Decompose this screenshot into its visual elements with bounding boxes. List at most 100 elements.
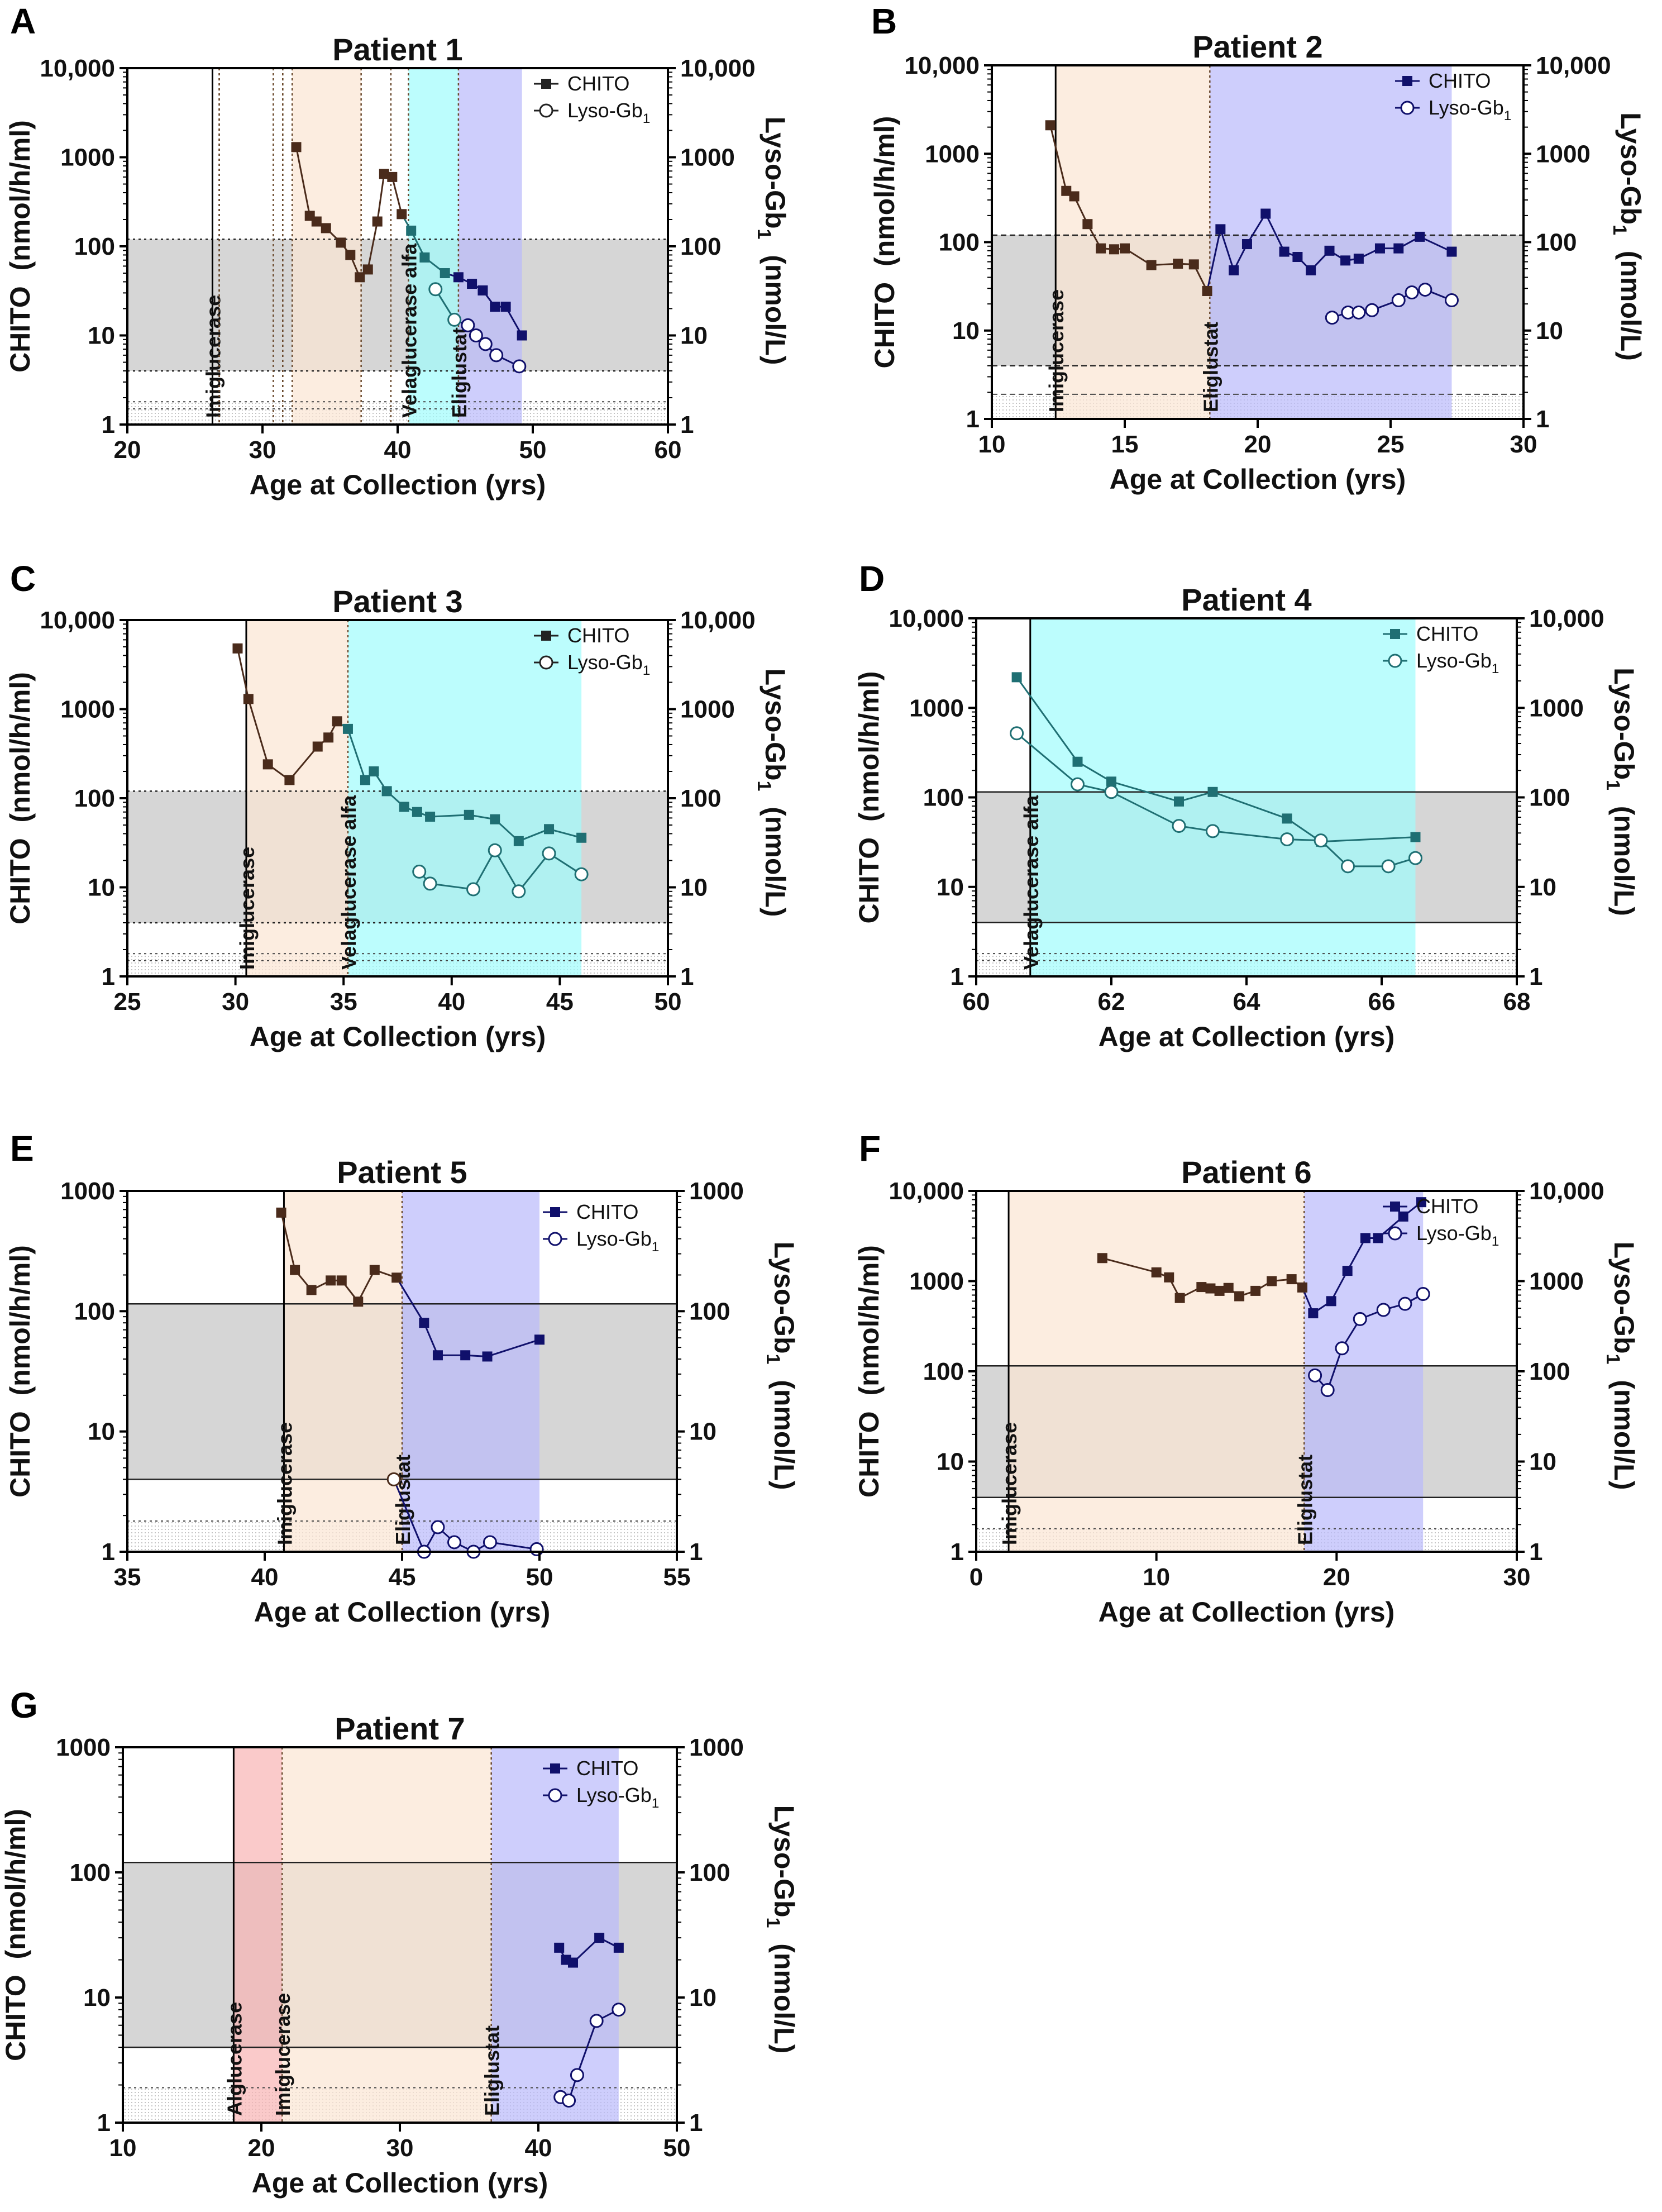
chito-point bbox=[517, 330, 527, 341]
treatment-period-0 bbox=[1056, 65, 1210, 419]
legend-lyso-marker bbox=[1388, 1226, 1402, 1241]
y-axis-label-space bbox=[853, 1395, 885, 1411]
y-tick-label: 10,000 bbox=[889, 1177, 964, 1205]
y2-tick-label: 10,000 bbox=[1536, 52, 1611, 79]
y2-tick-label: 10 bbox=[689, 1418, 717, 1446]
series-segment bbox=[472, 850, 496, 890]
lyso-gb1-point bbox=[488, 843, 502, 857]
y-tick-label: 10 bbox=[88, 322, 115, 350]
series-segment bbox=[429, 883, 474, 890]
y-tick-label: 10,000 bbox=[889, 605, 964, 632]
panel-letter: D bbox=[859, 559, 885, 599]
legend-chito-marker bbox=[1402, 76, 1412, 86]
series-segment bbox=[490, 1541, 537, 1550]
chito-point bbox=[1215, 224, 1226, 235]
lyso-gb1-point bbox=[1408, 851, 1422, 865]
chito-point bbox=[534, 1334, 545, 1345]
treatment-label-0: Velaglucerase alfa bbox=[1020, 795, 1043, 970]
chito-point bbox=[1241, 239, 1252, 250]
treatment-label-3: Velaglucerase alfa bbox=[398, 243, 421, 418]
legend-lyso-label: Lyso-Gb1 bbox=[1429, 96, 1511, 123]
legend-chito-marker bbox=[541, 79, 551, 89]
y-axis-label: CHITO (nmol/h/ml) bbox=[4, 120, 36, 373]
lyso-gb1-point bbox=[1444, 293, 1459, 308]
y2-tick-label: 1 bbox=[1529, 1538, 1542, 1566]
chito-point bbox=[1069, 191, 1080, 202]
chito-point bbox=[554, 1942, 565, 1953]
y2-tick-label: 10,000 bbox=[1529, 605, 1604, 632]
chito-point bbox=[1174, 1293, 1185, 1303]
series-segment bbox=[1212, 830, 1287, 841]
series-segment bbox=[1016, 676, 1078, 762]
chito-point bbox=[419, 252, 430, 263]
y2-tick-label: 1000 bbox=[689, 1177, 744, 1205]
y-axis-label-unit: (nmol/h/ml) bbox=[4, 120, 36, 270]
series-chito bbox=[232, 643, 587, 846]
panel-e: ImigluceraseEliglustat111010100100100010… bbox=[4, 1128, 800, 1628]
series-segment bbox=[376, 174, 385, 222]
chito-point bbox=[1072, 756, 1083, 767]
series-segment bbox=[395, 1277, 425, 1323]
x-tick-label: 45 bbox=[389, 1563, 416, 1591]
lyso-gb1-point bbox=[1353, 1312, 1367, 1326]
chito-point bbox=[1297, 1282, 1308, 1293]
x-axis-label: Age at Collection (yrs) bbox=[250, 469, 546, 500]
treatment-period-0 bbox=[284, 1191, 402, 1552]
y2-axis-label-main: Lyso-Gb bbox=[760, 669, 791, 781]
chito-point bbox=[1106, 776, 1116, 787]
x-tick-label: 35 bbox=[330, 988, 357, 1016]
y-tick-label: 10 bbox=[83, 1984, 111, 2011]
series-segment bbox=[247, 698, 269, 765]
y-tick-label: 100 bbox=[74, 233, 115, 260]
chito-point bbox=[1398, 1211, 1408, 1222]
chito-point bbox=[312, 741, 323, 752]
y2-tick-label: 1000 bbox=[1529, 694, 1584, 722]
legend-lyso-label-main: Lyso-Gb bbox=[1416, 1222, 1492, 1245]
lyso-gb1-point bbox=[1405, 285, 1419, 299]
chito-point bbox=[1415, 231, 1425, 242]
treatment-label-1: Eliglustat bbox=[1293, 1455, 1316, 1545]
chito-point bbox=[467, 279, 477, 289]
chito-point bbox=[362, 264, 373, 275]
chito-point bbox=[1374, 243, 1385, 254]
y2-axis-label-space bbox=[1608, 1364, 1640, 1380]
series-segment bbox=[1419, 236, 1453, 252]
legend-lyso-label-main: Lyso-Gb bbox=[576, 1227, 652, 1250]
y-tick-label: 1000 bbox=[60, 1177, 115, 1205]
treatment-period-0 bbox=[1030, 618, 1416, 976]
y-tick-label: 100 bbox=[74, 1298, 115, 1325]
chito-point bbox=[355, 272, 365, 283]
lyso-gb1-point bbox=[1335, 1341, 1349, 1356]
y2-axis-label-subscript: 1 bbox=[1602, 1354, 1623, 1365]
y2-axis-label-main: Lyso-Gb bbox=[1608, 668, 1640, 780]
chito-point bbox=[490, 814, 500, 824]
chito-point bbox=[460, 1350, 471, 1361]
y2-axis-label: Lyso-Gb1 (nmol/L) bbox=[1602, 668, 1640, 916]
series-segment bbox=[1111, 780, 1179, 803]
series-segment bbox=[1077, 761, 1112, 783]
chito-point bbox=[1120, 243, 1130, 254]
treatment-period-1 bbox=[1304, 1191, 1424, 1552]
chito-point bbox=[613, 1942, 624, 1953]
chito-point bbox=[372, 216, 383, 227]
y-axis-label-unit: (nmol/h/ml) bbox=[853, 1245, 885, 1395]
lyso-gb1-point bbox=[1391, 293, 1406, 308]
treatment-period-1 bbox=[282, 1747, 491, 2123]
x-tick-label: 30 bbox=[1510, 431, 1537, 458]
y2-tick-label: 1000 bbox=[1536, 140, 1591, 168]
chito-point bbox=[1229, 265, 1239, 275]
chito-point bbox=[513, 836, 524, 846]
y-tick-label: 1000 bbox=[60, 696, 115, 723]
chito-point bbox=[391, 1272, 402, 1283]
x-tick-label: 10 bbox=[109, 2134, 137, 2162]
x-tick-label: 68 bbox=[1503, 988, 1531, 1016]
series-segment bbox=[430, 814, 469, 818]
series-segment bbox=[548, 828, 582, 839]
y2-tick-label: 10,000 bbox=[1529, 1177, 1604, 1205]
series-segment bbox=[295, 147, 311, 216]
series-chito bbox=[1097, 1197, 1426, 1319]
panel-letter: C bbox=[10, 559, 36, 599]
x-tick-label: 50 bbox=[519, 436, 547, 464]
chito-point bbox=[1061, 185, 1072, 196]
legend-lyso-label: Lyso-Gb1 bbox=[576, 1227, 659, 1255]
